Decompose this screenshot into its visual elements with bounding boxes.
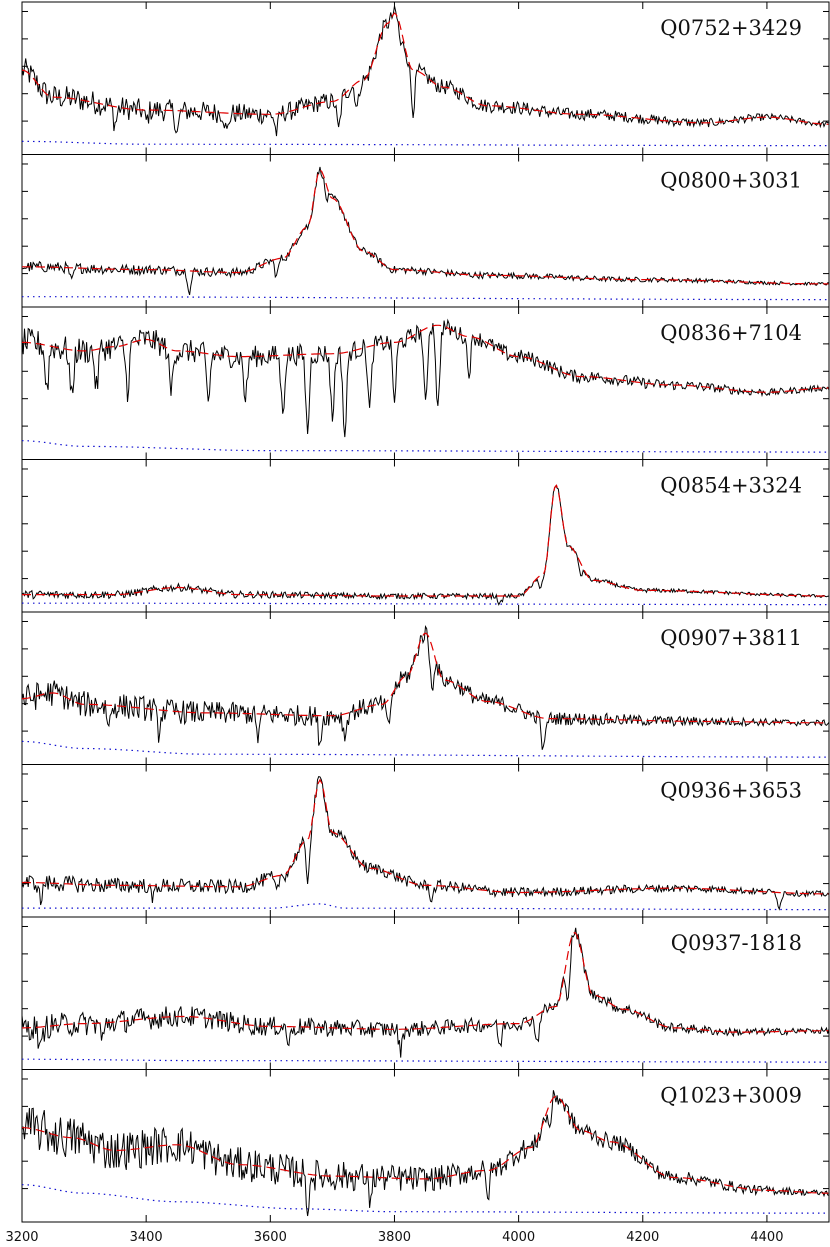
- panel-q0752-3429: Q0752+3429: [21, 1, 830, 155]
- x-tick-label: 3800: [378, 1230, 411, 1245]
- continuum-fit-line: [22, 778, 829, 895]
- panel-label: Q1023+3009: [660, 1084, 802, 1108]
- noise-line: [22, 903, 829, 911]
- panel-q0907-3811: Q0907+3811: [21, 611, 830, 765]
- panel-q0937-1818: Q0937-1818: [21, 916, 830, 1070]
- x-tick-label: 3600: [254, 1230, 287, 1245]
- continuum-fit-line: [22, 632, 829, 724]
- noise-line: [22, 140, 830, 147]
- noise-line: [21, 602, 829, 606]
- panel-q1023-3009: Q1023+3009: [21, 1069, 830, 1223]
- x-tick-label: 4200: [626, 1230, 659, 1245]
- noise-line: [21, 740, 829, 758]
- panel-label: Q0836+7104: [660, 321, 802, 345]
- continuum-fit-line: [22, 484, 829, 597]
- noise-line: [22, 296, 829, 301]
- panel-q0936-3653: Q0936+3653: [21, 764, 830, 918]
- x-tick-label: 3200: [5, 1230, 38, 1245]
- noise-line: [22, 440, 829, 453]
- continuum-fit-line: [22, 168, 829, 285]
- noise-line: [22, 1058, 829, 1063]
- panel-label: Q0907+3811: [660, 626, 802, 650]
- x-tick-label: 3400: [130, 1230, 163, 1245]
- x-tick-label: 4400: [750, 1230, 783, 1245]
- continuum-fit-line: [22, 931, 829, 1033]
- x-tick-label: 4000: [502, 1230, 535, 1245]
- panel-frame: [21, 1069, 830, 1223]
- panel-label: Q0800+3031: [660, 169, 802, 193]
- panel-label: Q0937-1818: [671, 931, 802, 955]
- panel-q0800-3031: Q0800+3031: [21, 154, 830, 308]
- continuum-fit-line: [22, 1095, 829, 1194]
- continuum-fit-line: [22, 324, 829, 393]
- panel-label: Q0854+3324: [660, 474, 802, 498]
- continuum-fit-line: [21, 12, 829, 125]
- spectrum-line: [21, 484, 830, 606]
- spectrum-line: [21, 1090, 830, 1217]
- panel-label: Q0752+3429: [660, 16, 802, 40]
- spectrum-line: [21, 776, 830, 911]
- spectrum-line: [21, 927, 830, 1058]
- panel-label: Q0936+3653: [660, 779, 802, 803]
- panel-q0836-7104: Q0836+7104: [21, 306, 830, 460]
- spectrum-line: [21, 625, 830, 750]
- panel-q0854-3324: Q0854+3324: [21, 459, 830, 613]
